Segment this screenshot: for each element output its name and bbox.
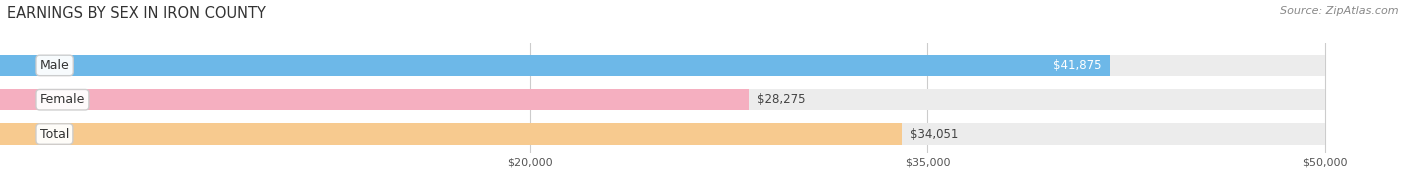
Text: Source: ZipAtlas.com: Source: ZipAtlas.com (1281, 6, 1399, 16)
Text: Male: Male (39, 59, 69, 72)
Text: $34,051: $34,051 (910, 128, 959, 141)
Bar (0, 89, 749, 110)
Text: EARNINGS BY SEX IN IRON COUNTY: EARNINGS BY SEX IN IRON COUNTY (7, 6, 266, 21)
Bar (0, 123, 903, 145)
Bar (0, 89, 1324, 110)
Text: Female: Female (39, 93, 86, 106)
Text: $41,875: $41,875 (1053, 59, 1102, 72)
Bar (0, 55, 1324, 76)
Text: $28,275: $28,275 (758, 93, 806, 106)
Text: Total: Total (39, 128, 69, 141)
Bar (0, 123, 1324, 145)
Bar (0, 55, 1109, 76)
